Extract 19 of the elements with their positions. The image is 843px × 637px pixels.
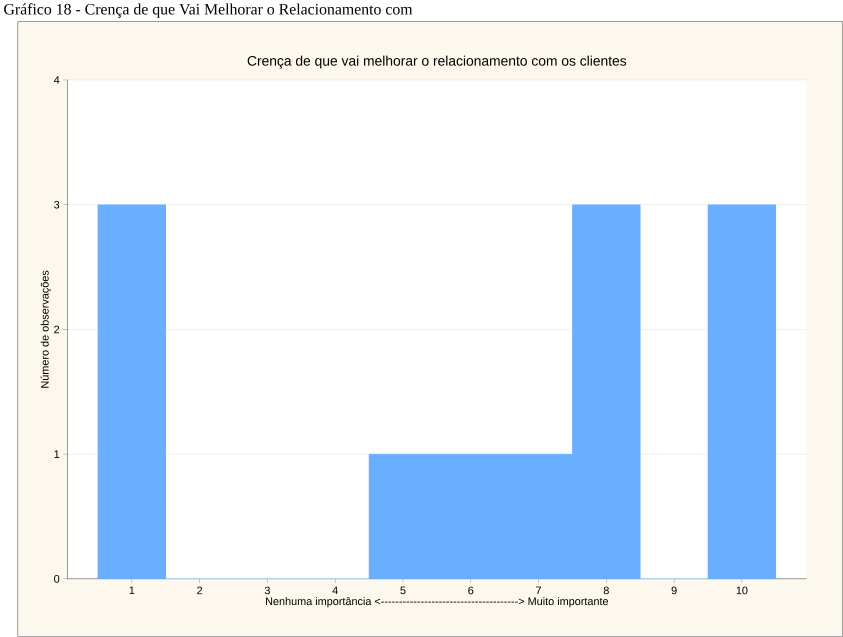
- x-tick-label: 9: [672, 586, 677, 594]
- x-tick-label: 6: [468, 586, 474, 594]
- y-tick-label: 1: [54, 450, 60, 458]
- text: Gráfico 18 - Crença de que Vai Melhorar o Relacionamento com: [4, 4, 412, 18]
- y-tick-label: 3: [54, 201, 60, 209]
- chart-title: Crença de que vai melhorar o relacionamento com os clientes: [248, 56, 626, 69]
- y-tick-label: 0: [54, 575, 60, 583]
- x-tick-label: 7: [536, 586, 542, 594]
- x-tick-label: 10: [736, 586, 748, 594]
- x-tick-label: 4: [332, 586, 338, 594]
- x-axis-title: Nenhuma importância <--------------------------------------> Muito importante: [266, 597, 608, 608]
- x-tick-label: 2: [197, 586, 202, 594]
- x-tick-label: 8: [604, 586, 609, 594]
- x-tick-label: 3: [264, 586, 270, 594]
- y-tick-label: 4: [54, 76, 60, 84]
- y-axis-title: Número de observações: [40, 270, 51, 388]
- x-tick-label: 5: [400, 586, 406, 594]
- x-tick-label: 1: [130, 586, 134, 594]
- y-tick-label: 2: [54, 326, 60, 334]
